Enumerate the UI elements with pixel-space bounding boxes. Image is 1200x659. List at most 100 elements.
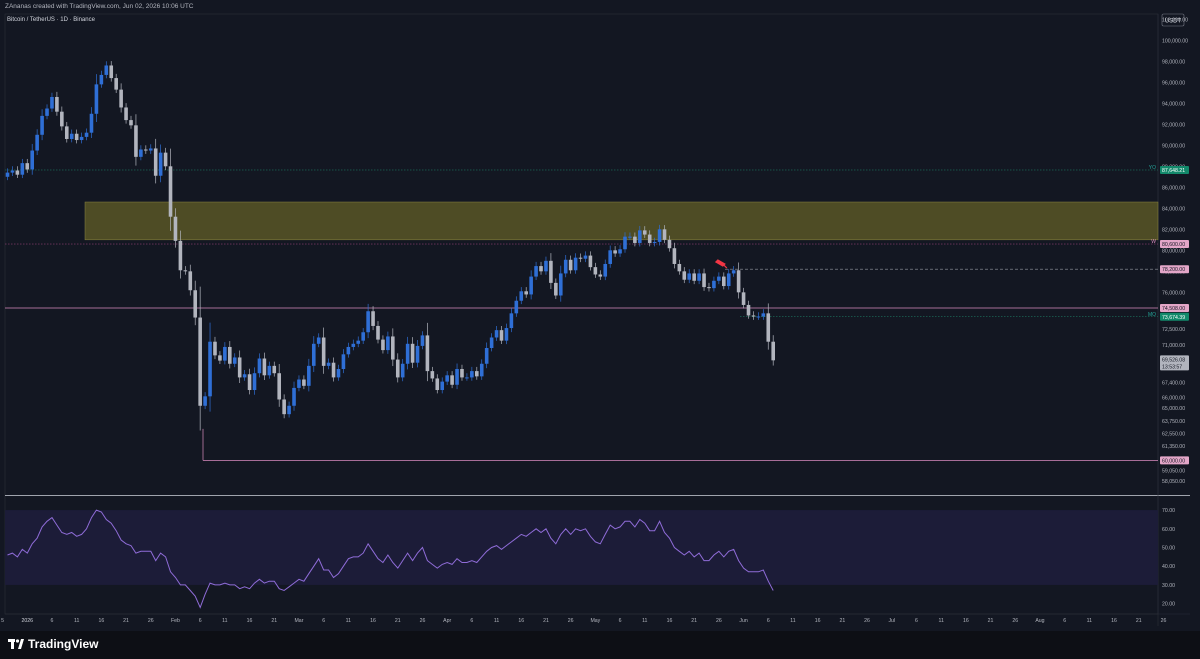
candle-body [79, 136, 84, 141]
candle-body [228, 346, 232, 364]
time-tick-label: 6 [767, 618, 770, 624]
candle-body [213, 341, 217, 356]
candle-body [410, 343, 415, 363]
candle-body [376, 325, 380, 340]
time-tick-label: 26 [716, 618, 722, 624]
candle-body [544, 260, 548, 272]
time-tick-label: 16 [1111, 618, 1117, 624]
price-tick-label: 84,000.00 [1162, 206, 1185, 212]
candle-body [731, 270, 736, 274]
level-tag-w: W [1151, 239, 1156, 245]
candle-body [391, 336, 395, 360]
candle-body [440, 381, 445, 391]
candle-body [455, 369, 459, 385]
candle-body [766, 313, 771, 342]
candle-body [558, 273, 563, 296]
candle-body [25, 163, 30, 170]
tradingview-logo[interactable]: TradingView [8, 637, 98, 651]
time-tick-label: 26 [864, 618, 870, 624]
candle-body [633, 236, 637, 243]
candle-body [460, 369, 464, 378]
candle-body [598, 274, 603, 277]
price-label-text: 80,600.00 [1162, 242, 1185, 248]
candle-body [223, 346, 227, 361]
candle-body [119, 89, 123, 108]
candle-body [55, 96, 59, 112]
time-tick-label: 26 [1012, 618, 1018, 624]
price-tick-label: 76,000.00 [1162, 290, 1185, 296]
time-tick-label: May [590, 618, 600, 624]
price-tick-label: 98,000.00 [1162, 59, 1185, 65]
currency-badge [1161, 13, 1185, 27]
candle-body [183, 270, 188, 272]
price-label-text: 60,000.00 [1162, 458, 1185, 464]
price-label-box [1160, 265, 1189, 274]
price-label-text: 78,200.00 [1162, 267, 1185, 273]
price-tick-label: 80,000.00 [1162, 248, 1185, 254]
candle-body [316, 337, 321, 344]
candle-body [707, 287, 711, 289]
brand-name: TradingView [28, 637, 99, 651]
price-tick-label: 94,000.00 [1162, 101, 1185, 107]
time-tick-label: 16 [98, 618, 104, 624]
time-tick-label: 11 [222, 618, 227, 624]
candle-body [69, 133, 74, 139]
candle-body [499, 330, 504, 341]
time-tick-label: 6 [915, 618, 918, 624]
candle-body [148, 148, 153, 151]
candle-body [494, 330, 499, 338]
time-tick-label: 6 [470, 618, 473, 624]
last-price-box [1160, 355, 1189, 371]
candle-body [188, 271, 193, 291]
rsi-tick-label: 20.00 [1162, 602, 1175, 608]
time-tick-label: Jul [888, 618, 895, 624]
candle-body [420, 335, 425, 346]
price-label-text: 73,674.39 [1162, 315, 1185, 321]
time-tick-label: 5 [1, 618, 4, 624]
candle-body [470, 371, 474, 378]
rsi-tick-label: 70.00 [1162, 508, 1175, 514]
price-tick-label: 92,000.00 [1162, 122, 1185, 128]
candle-body [583, 255, 588, 259]
candles-group [5, 61, 775, 431]
time-tick-label: 21 [395, 618, 401, 624]
candle-body [321, 337, 326, 366]
price-label-box [1160, 312, 1189, 321]
time-tick-label: Aug [1035, 618, 1044, 624]
candle-body [618, 249, 622, 254]
candle-body [667, 239, 672, 249]
chart-credit: ZAnanas created with TradingView.com, Ju… [5, 3, 194, 10]
candle-body [331, 362, 336, 378]
candle-body [539, 266, 543, 272]
candle-body [712, 280, 716, 289]
rsi-line [7, 509, 774, 609]
price-label-box [1160, 165, 1189, 174]
time-tick-label: 11 [494, 618, 499, 624]
rsi-tick-label: 50.00 [1162, 546, 1175, 552]
candle-body [45, 108, 49, 116]
candle-body [168, 166, 173, 217]
candle-body [484, 348, 489, 364]
time-tick-label: 6 [199, 618, 202, 624]
candle-body [642, 230, 647, 235]
time-tick-label: 16 [667, 618, 673, 624]
candle-body [163, 152, 168, 167]
time-tick-label: 21 [1136, 618, 1142, 624]
price-tick-label: 82,000.00 [1162, 227, 1185, 233]
candle-body [361, 332, 365, 341]
time-tick-label: 16 [963, 618, 969, 624]
candle-body [109, 65, 114, 79]
candle-body [702, 273, 706, 288]
candle-body [292, 387, 296, 406]
rsi-band [5, 510, 1158, 585]
candle-body [124, 107, 128, 121]
symbol-title: Bitcoin / TetherUS · 1D · Binance [7, 17, 95, 23]
candle-body [203, 396, 207, 406]
candle-body [504, 328, 509, 341]
candle-body [717, 276, 721, 281]
rsi-tick-label: 60.00 [1162, 527, 1175, 533]
candle-body [89, 113, 94, 133]
time-tick-label: 21 [988, 618, 994, 624]
price-tick-label: 62,550.00 [1162, 432, 1185, 438]
